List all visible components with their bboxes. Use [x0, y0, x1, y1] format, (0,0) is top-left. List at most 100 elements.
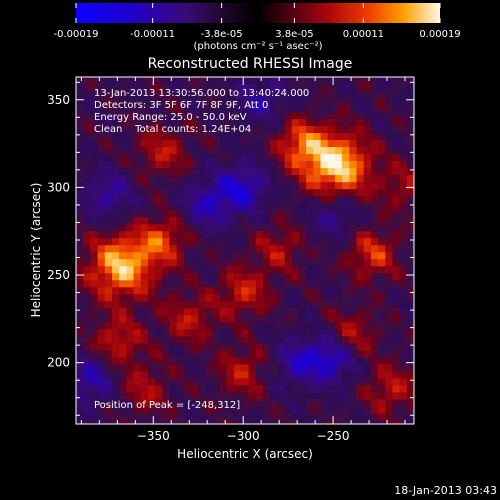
- heatmap-cell: [191, 343, 199, 351]
- heatmap-cell: [176, 224, 185, 232]
- heatmap-cell: [399, 189, 408, 197]
- heatmap-cell: [241, 119, 250, 127]
- heatmap-cell: [363, 371, 372, 379]
- heatmap-cell: [212, 259, 221, 267]
- heatmap-cell: [83, 217, 91, 225]
- heatmap-cell: [277, 378, 286, 386]
- heatmap-cell: [97, 343, 106, 351]
- heatmap-cell: [306, 315, 314, 323]
- heatmap-cell: [76, 175, 84, 183]
- heatmap-cell: [205, 98, 214, 106]
- heatmap-cell: [133, 133, 142, 141]
- heatmap-cell: [263, 133, 271, 141]
- heatmap-cell: [169, 287, 178, 295]
- heatmap-cell: [169, 133, 178, 141]
- axis-ticks: [76, 77, 414, 424]
- heatmap-cell: [378, 182, 386, 190]
- heatmap-cell: [270, 91, 278, 99]
- heatmap-cell: [205, 147, 214, 155]
- heatmap-cell: [370, 413, 379, 422]
- heatmap-cell: [205, 140, 214, 148]
- heatmap-cell: [119, 385, 127, 393]
- heatmap-cell: [234, 182, 242, 190]
- heatmap-cell: [191, 364, 199, 372]
- heatmap-cell: [227, 308, 235, 316]
- heatmap-cell: [334, 280, 343, 288]
- heatmap-cell: [97, 238, 106, 246]
- heatmap-cell: [198, 203, 207, 211]
- heatmap-cell: [162, 231, 171, 239]
- heatmap-cell: [370, 203, 379, 211]
- heatmap-cell: [277, 413, 286, 422]
- heatmap-cell: [263, 119, 271, 127]
- heatmap-cell: [320, 189, 329, 197]
- heatmap-cell: [406, 112, 414, 120]
- heatmap-cell: [406, 105, 414, 113]
- heatmap-cell: [406, 231, 414, 239]
- heatmap-cell: [90, 126, 99, 134]
- heatmap-cell: [349, 322, 358, 330]
- heatmap-cell: [83, 189, 91, 197]
- heatmap-cell: [320, 315, 329, 323]
- heatmap-cell: [406, 210, 414, 218]
- heatmap-cell: [176, 161, 185, 169]
- heatmap-cell: [298, 266, 307, 274]
- heatmap-cell: [263, 203, 271, 211]
- heatmap-cell: [176, 98, 185, 106]
- y-tick-label: 300: [47, 180, 70, 194]
- heatmap-cell: [298, 294, 307, 302]
- heatmap-cell: [104, 420, 113, 424]
- heatmap-cell: [169, 406, 178, 415]
- heatmap-cell: [112, 168, 120, 176]
- heatmap-cell: [291, 378, 300, 386]
- heatmap-cell: [241, 154, 250, 162]
- heatmap-cell: [104, 84, 113, 92]
- heatmap-cell: [320, 91, 329, 99]
- heatmap-cell: [147, 140, 156, 148]
- heatmap-cell: [227, 77, 235, 85]
- heatmap-cell: [313, 252, 322, 260]
- heatmap-cell: [183, 196, 192, 204]
- heatmap-cell: [313, 112, 322, 120]
- heatmap-cell: [90, 245, 99, 253]
- heatmap-cell: [320, 168, 329, 176]
- heatmap-cell: [406, 224, 414, 232]
- heatmap-cell: [277, 252, 286, 260]
- heatmap-cell: [198, 336, 207, 344]
- heatmap-cell: [327, 175, 336, 183]
- heatmap-cell: [97, 154, 106, 162]
- heatmap-cell: [112, 329, 120, 337]
- heatmap-cell: [212, 196, 221, 204]
- heatmap-cell: [205, 371, 214, 379]
- heatmap-cell: [155, 259, 163, 267]
- heatmap-cell: [76, 266, 84, 274]
- heatmap-cell: [126, 217, 135, 225]
- heatmap-cell: [83, 273, 91, 281]
- heatmap-cell: [334, 175, 343, 183]
- heatmap-cell: [406, 98, 414, 106]
- heatmap-cell: [248, 98, 257, 106]
- heatmap-cell: [277, 280, 286, 288]
- heatmap-cell: [176, 175, 185, 183]
- heatmap-cell: [263, 266, 271, 274]
- heatmap-cell: [133, 203, 142, 211]
- heatmap-cell: [334, 343, 343, 351]
- heatmap-cell: [284, 126, 293, 134]
- heatmap-cell: [277, 133, 286, 141]
- heatmap-cell: [133, 168, 142, 176]
- heatmap-cell: [392, 378, 401, 386]
- heatmap-cell: [334, 168, 343, 176]
- heatmap-cell: [392, 126, 401, 134]
- heatmap-cell: [176, 343, 185, 351]
- heatmap-cell: [155, 154, 163, 162]
- heatmap-cell: [270, 231, 278, 239]
- heatmap-cell: [198, 280, 207, 288]
- heatmap-cell: [356, 154, 365, 162]
- heatmap-cell: [126, 350, 135, 358]
- heatmap-cell: [370, 399, 379, 408]
- heatmap-cell: [378, 371, 386, 379]
- heatmap-cell: [392, 231, 401, 239]
- heatmap-cell: [320, 385, 329, 393]
- heatmap-cell: [255, 224, 264, 232]
- heatmap-cell: [169, 77, 178, 85]
